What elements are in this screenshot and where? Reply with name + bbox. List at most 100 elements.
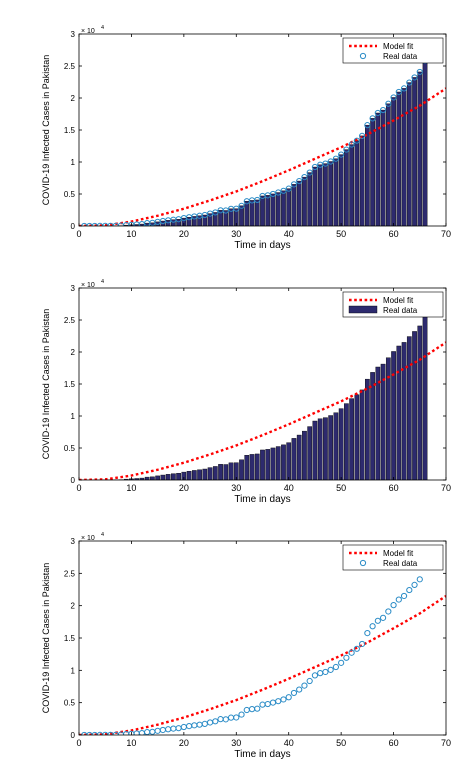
x-axis-label: Time in days [234,494,290,505]
data-point [390,94,397,101]
data-point [374,617,381,624]
bar [270,447,276,480]
data-point [222,716,229,723]
data-point [290,689,298,697]
bar [286,442,292,480]
bar [181,471,187,480]
data-point [269,699,277,706]
bar [417,71,423,226]
data-point [332,663,339,671]
bar [328,161,334,226]
data-point [280,187,287,194]
data-point [369,115,376,122]
data-point [243,706,250,714]
bar [223,464,229,480]
data-point [327,158,334,165]
bar [244,201,250,226]
x-tick-label: 40 [284,738,294,748]
x-tick-label: 10 [126,229,136,239]
bar [239,459,244,480]
exponent-label: × 10 [81,535,95,542]
data-point [259,701,266,708]
bar [223,210,229,226]
data-point [385,608,392,615]
bar [359,135,365,226]
data-point [327,666,334,673]
bar [323,163,328,226]
bar [344,403,349,480]
data-point [175,725,182,732]
data-point [144,728,151,735]
legend-box [342,37,444,64]
legend-data-label: Real data [383,306,418,315]
bar [375,366,381,480]
data-point [238,711,245,718]
x-tick-label: 40 [284,229,294,239]
data-point [411,74,418,81]
x-tick-label: 20 [179,483,189,493]
data-point [296,686,303,693]
data-point [306,169,313,176]
model-fit-line [79,341,446,480]
data-point [338,659,345,666]
x-tick-label: 10 [126,738,136,748]
data-point [275,698,282,705]
data-point [400,85,408,92]
bar [202,214,208,226]
data-point [285,185,292,192]
x-tick-label: 70 [441,483,451,493]
bar [176,219,181,226]
y-tick-label: 1 [71,666,76,675]
x-tick-label: 50 [336,229,346,239]
legend-data-label: Real data [383,52,418,61]
bar [401,88,407,226]
y-tick-label: 1.5 [64,634,76,643]
bar [354,394,360,480]
legend-data-swatch [348,305,378,314]
chart-panel-bottom: 0 10 20 30 40 50 60 70 0 0.5 1 1.5 2 2.5 3 × 10 4 Time in… [41,532,451,760]
plot-content [79,314,446,480]
data-point [301,174,308,181]
bar [391,351,396,480]
bar [197,469,202,480]
bar [160,474,166,480]
bar [244,455,250,480]
y-tick-label: 3 [71,30,76,39]
data-point [238,202,245,209]
data-point [290,181,298,188]
data-point [364,122,371,129]
bar [286,188,292,226]
y-tick-label: 0 [71,476,76,485]
legend-fit-label: Model fit [383,42,414,51]
x-tick-label: 60 [389,738,399,748]
bar [265,449,271,480]
bar [260,195,265,226]
data-point [248,706,256,713]
bar [228,462,234,480]
plot-content [79,576,446,735]
x-tick-label: 40 [284,483,294,493]
bar [422,60,428,226]
bar [265,195,271,226]
bar [218,464,223,480]
bar [406,82,412,226]
bar [338,154,344,226]
y-tick-label: 3 [71,284,76,293]
exponent-power: 4 [101,532,104,538]
bar [291,184,297,226]
data-point [217,716,224,723]
bar [422,314,428,480]
bar [228,208,234,226]
bar [328,415,334,480]
x-tick-label: 60 [389,229,399,239]
x-tick-label: 60 [389,483,399,493]
data-point [280,696,287,703]
chart-panel-top: 0 10 20 30 40 50 60 70 0 0.5 1 1.5 2 2.5 3 × 10 4 Time in… [41,25,451,251]
data-point [165,726,172,733]
y-tick-label: 2.5 [64,316,76,325]
bar [406,336,412,480]
bar [391,97,396,226]
x-tick-label: 0 [76,738,81,748]
bar [275,192,281,226]
